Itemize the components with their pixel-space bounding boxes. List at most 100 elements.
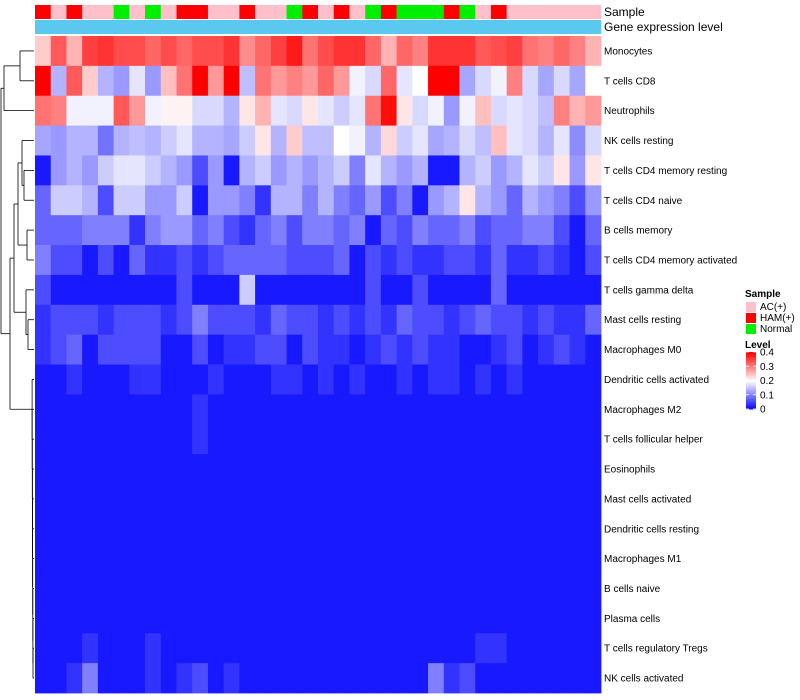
- heatmap-cell: [239, 663, 256, 694]
- heatmap-cell: [223, 65, 240, 97]
- heatmap-cell: [333, 483, 350, 515]
- heatmap-cell: [318, 483, 335, 515]
- heatmap-cell: [569, 633, 586, 664]
- heatmap-cell: [192, 215, 209, 246]
- heatmap-cell: [553, 573, 570, 604]
- heatmap-cell: [223, 155, 240, 186]
- heatmap-cell: [428, 543, 445, 574]
- heatmap-cell: [365, 573, 382, 604]
- heatmap-cell: [176, 304, 193, 336]
- heatmap-cell: [553, 304, 570, 336]
- heatmap-cell: [459, 185, 476, 216]
- heatmap-cell: [82, 334, 99, 365]
- expression-level-cell: [270, 20, 287, 34]
- legend-sample-label: AC(+): [760, 302, 786, 313]
- heatmap-cell: [459, 633, 476, 664]
- heatmap-cell: [538, 573, 555, 604]
- heatmap-cell: [255, 394, 272, 425]
- heatmap-cell: [270, 454, 287, 485]
- heatmap-cell: [192, 155, 209, 186]
- heatmap-cell: [302, 304, 319, 336]
- heatmap-cell: [333, 185, 350, 216]
- heatmap-cell: [333, 513, 350, 545]
- heatmap-cell: [176, 633, 193, 664]
- heatmap-cell: [475, 245, 492, 276]
- heatmap-cell: [66, 483, 83, 515]
- heatmap-cell: [66, 394, 83, 425]
- heatmap-cell: [207, 334, 225, 365]
- heatmap-cell: [302, 364, 319, 395]
- heatmap-cell: [585, 185, 602, 216]
- heatmap-cell: [522, 573, 539, 604]
- heatmap-cell: [145, 274, 162, 306]
- heatmap-cell: [113, 364, 130, 395]
- heatmap-cell: [459, 125, 476, 156]
- expression-level-cell: [129, 20, 146, 34]
- heatmap-cell: [349, 603, 366, 634]
- heatmap-cell: [239, 424, 256, 455]
- heatmap-cell: [239, 573, 256, 604]
- row-label: Dendritic cells resting: [604, 524, 699, 535]
- heatmap-cell: [396, 65, 413, 97]
- legend-gradient-step: [746, 370, 756, 373]
- heatmap-cell: [129, 663, 146, 694]
- legend-sample-swatch: [746, 324, 756, 334]
- heatmap-cell: [490, 185, 508, 216]
- heatmap-cell: [255, 274, 272, 306]
- heatmap-cell: [223, 394, 240, 425]
- heatmap-cell: [97, 483, 115, 515]
- heatmap-cell: [428, 364, 445, 395]
- heatmap-cell: [113, 513, 130, 545]
- heatmap-cell: [255, 65, 272, 97]
- heatmap-cell: [35, 663, 52, 694]
- heatmap-cell: [428, 304, 445, 336]
- heatmap-cell: [490, 424, 508, 455]
- heatmap-cell: [50, 573, 67, 604]
- heatmap-cell: [286, 424, 303, 455]
- heatmap-cell: [129, 483, 146, 515]
- heatmap-cell: [318, 513, 335, 545]
- heatmap-cell: [129, 36, 146, 67]
- heatmap-cell: [490, 394, 508, 425]
- heatmap-cell: [585, 125, 602, 156]
- legend-gradient-step: [746, 393, 756, 396]
- row-label: T cells CD8: [604, 76, 656, 87]
- heatmap-cell: [349, 454, 366, 485]
- heatmap-cell: [66, 215, 83, 246]
- heatmap-cell: [160, 543, 177, 574]
- heatmap-cell: [318, 394, 335, 425]
- heatmap-cell: [490, 125, 508, 156]
- heatmap-cell: [113, 274, 130, 306]
- heatmap-cell: [176, 155, 193, 186]
- heatmap-cell: [365, 513, 382, 545]
- heatmap-cell: [443, 65, 460, 97]
- expression-level-cell: [302, 20, 319, 34]
- heatmap-cell: [333, 334, 350, 365]
- expression-level-cell: [380, 20, 397, 34]
- heatmap-cell: [239, 483, 256, 515]
- sample-annotation-cell: [412, 5, 429, 19]
- heatmap-cell: [270, 334, 287, 365]
- heatmap-cell: [160, 125, 177, 156]
- heatmap-cell: [349, 394, 366, 425]
- expression-level-cell: [192, 20, 209, 34]
- heatmap-cell: [302, 663, 319, 694]
- heatmap-cell: [35, 185, 52, 216]
- heatmap-cell: [459, 663, 476, 694]
- legend-gradient-step: [746, 374, 756, 377]
- heatmap-cell: [223, 633, 240, 664]
- heatmap-cell: [553, 454, 570, 485]
- heatmap-cell: [207, 245, 225, 276]
- heatmap-cell: [396, 155, 413, 186]
- heatmap-cell: [522, 155, 539, 186]
- heatmap-cell: [160, 334, 177, 365]
- heatmap-cell: [490, 274, 508, 306]
- heatmap-cell: [553, 245, 570, 276]
- heatmap-cell: [522, 125, 539, 156]
- heatmap-cell: [506, 454, 523, 485]
- heatmap-cell: [66, 274, 83, 306]
- heatmap-cell: [35, 215, 52, 246]
- legend-sample-label: HAM(+): [760, 313, 795, 324]
- heatmap-cell: [192, 483, 209, 515]
- heatmap-cell: [522, 633, 539, 664]
